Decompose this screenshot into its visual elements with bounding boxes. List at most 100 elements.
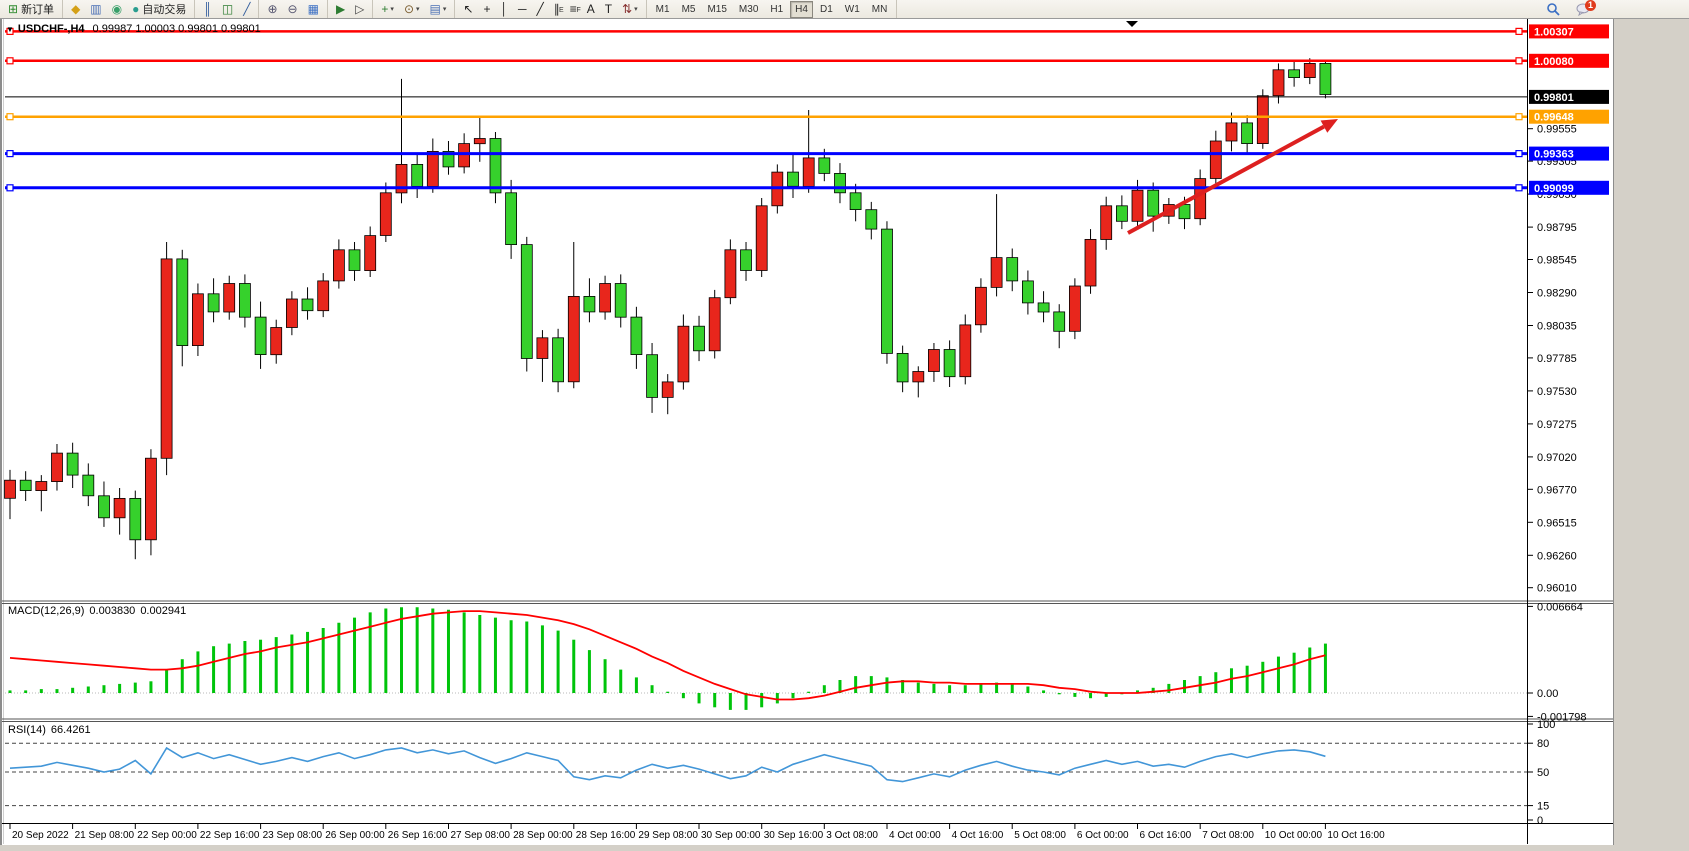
candle-body (865, 209, 878, 230)
line-handle[interactable] (1515, 113, 1523, 121)
market-watch-button[interactable]: ▥ (86, 0, 105, 18)
price-badge (1529, 146, 1609, 161)
price-badge (1529, 180, 1609, 195)
channel-button[interactable]: ∥ E (550, 0, 564, 18)
candle-body (849, 192, 862, 211)
chart-shift-marker-icon[interactable] (1126, 21, 1138, 27)
horizontal-line-button[interactable]: ─ (514, 0, 531, 18)
line-handle[interactable] (6, 113, 14, 121)
cursor-button[interactable]: ↖ (459, 0, 477, 18)
crosshair-button[interactable]: + (479, 0, 494, 18)
candle-body (1084, 238, 1097, 287)
candle-body (82, 474, 95, 497)
candle-body (959, 324, 972, 378)
templates-button[interactable]: ▤ ▾ (426, 0, 451, 18)
price-axis-tick-label: 0.97530 (1537, 386, 1577, 398)
candle-body (1241, 122, 1253, 145)
zoom-in-button[interactable]: ⊕ (263, 0, 281, 18)
line-chart-button[interactable]: ╱ (239, 0, 254, 18)
tile-windows-icon: ▦ (307, 2, 319, 16)
zoom-out-button[interactable]: ⊖ (284, 0, 302, 18)
symbol-period-label: USDCHF-,H4 (17, 23, 85, 35)
timeframe-button-m1[interactable]: M1 (655, 3, 670, 15)
candle-body (35, 481, 48, 492)
price-axis[interactable]: 0.995550.993050.990500.987950.985450.982… (1528, 124, 1587, 827)
chart-window: 0.99555 0.99305 0.99050 0.98795 0.98545 0.982… (0, 18, 1689, 851)
line-handle[interactable] (1515, 57, 1523, 65)
candle-body (787, 171, 799, 187)
chart-canvas[interactable]: 0.995550.993050.990500.987950.985450.982… (0, 18, 1689, 851)
label-icon: T (604, 2, 613, 16)
timeframe-button-m5[interactable]: M5 (681, 3, 696, 15)
time-axis[interactable]: 20 Sep 2022 21 Sep 08:00 22 Sep 00:00 22 Se… (9, 824, 1385, 841)
timeframe-button-h4[interactable]: H4 (790, 0, 813, 18)
timeframe-button-m15[interactable]: M15 (707, 3, 727, 15)
candle-body (724, 249, 737, 299)
candle-body (238, 283, 251, 318)
toolbar-group: ▶ ▷ (328, 0, 374, 18)
fibonacci-button[interactable]: ≡ F (566, 0, 581, 18)
one-click-dropdown-icon[interactable]: ▼ (6, 24, 14, 34)
line-handle[interactable] (6, 184, 14, 192)
line-handle[interactable] (1515, 27, 1523, 35)
dropdown-caret-icon[interactable]: ▾ (442, 6, 447, 13)
timeframe-button-d1[interactable]: D1 (819, 3, 833, 15)
candle-body (191, 293, 204, 346)
timeframe-button-w1[interactable]: W1 (844, 3, 860, 15)
candlestick-chart-button[interactable]: ◫ (218, 0, 237, 18)
timeframe-button-mn[interactable]: MN (871, 3, 888, 15)
trendline-icon: ╱ (536, 2, 544, 16)
candle-body (411, 163, 424, 187)
search-button[interactable] (1543, 1, 1563, 17)
line-handle[interactable] (6, 57, 14, 65)
text-button[interactable]: A (583, 0, 599, 18)
symbols-button[interactable]: ◆ (67, 0, 84, 18)
new-order-button[interactable]: ⊞ 新订单 (4, 0, 58, 18)
timeframe-button-h1[interactable]: H1 (770, 3, 784, 15)
channel-icon-letter: E (559, 7, 564, 14)
time-axis-label: 30 Sep 16:00 (764, 830, 824, 841)
trendline-button[interactable]: ╱ (532, 0, 547, 18)
auto-scroll-button[interactable]: ▶ (332, 0, 349, 18)
line-handle[interactable] (1515, 150, 1523, 158)
chat-button[interactable]: 1 (1573, 0, 1596, 17)
crosshair-icon: + (483, 2, 491, 16)
candle-body (1069, 285, 1081, 332)
tile-windows-button[interactable]: ▦ (304, 0, 323, 18)
price-badge-label: 0.99648 (1534, 112, 1574, 124)
time-axis-label: 29 Sep 08:00 (638, 830, 698, 841)
autotrade-button[interactable]: ● 自动交易 (128, 0, 190, 18)
macd-axis-label: 0.006664 (1537, 601, 1583, 613)
autotrade-icon: ● (132, 2, 140, 16)
periods-button[interactable]: ⊙ ▾ (400, 0, 424, 18)
line-handle[interactable] (6, 27, 14, 35)
time-axis-label: 6 Oct 16:00 (1140, 830, 1192, 841)
template-icon: ▤ (429, 2, 441, 16)
candle-body (583, 295, 596, 313)
chart-shift-button[interactable]: ▷ (351, 0, 368, 18)
price-badges: 1.00307 1.00080 0.99801 0.99648 0.99363 0.990… (1529, 24, 1609, 195)
candle-body (395, 163, 408, 194)
candle-body (646, 354, 658, 398)
rsi-value-label: 66.4261 (50, 724, 91, 736)
indicators-icon: + (381, 2, 389, 16)
timeframe-button-m30[interactable]: M30 (738, 3, 759, 15)
dropdown-caret-icon[interactable]: ▾ (390, 6, 394, 13)
trend-arrow-annotation[interactable] (1127, 119, 1338, 235)
line-handle[interactable] (6, 150, 14, 158)
arrows-button[interactable]: ⇅ ▾ (618, 0, 642, 18)
bar-chart-button[interactable]: ║ (199, 0, 216, 18)
candle-body (536, 337, 549, 359)
candle-body (567, 295, 580, 383)
label-button[interactable]: T (601, 0, 616, 18)
candle-body (254, 316, 267, 356)
indicators-button[interactable]: + ▾ (377, 0, 398, 18)
navigator-button[interactable]: ◉ (108, 0, 126, 18)
price-badge-label: 1.00080 (1534, 56, 1574, 68)
dropdown-caret-icon[interactable]: ▾ (634, 6, 638, 13)
candle-body (317, 280, 330, 312)
vertical-line-button[interactable]: │ (496, 0, 512, 18)
dropdown-caret-icon[interactable]: ▾ (416, 6, 420, 13)
candle-body (332, 249, 345, 282)
line-handle[interactable] (1515, 184, 1523, 192)
